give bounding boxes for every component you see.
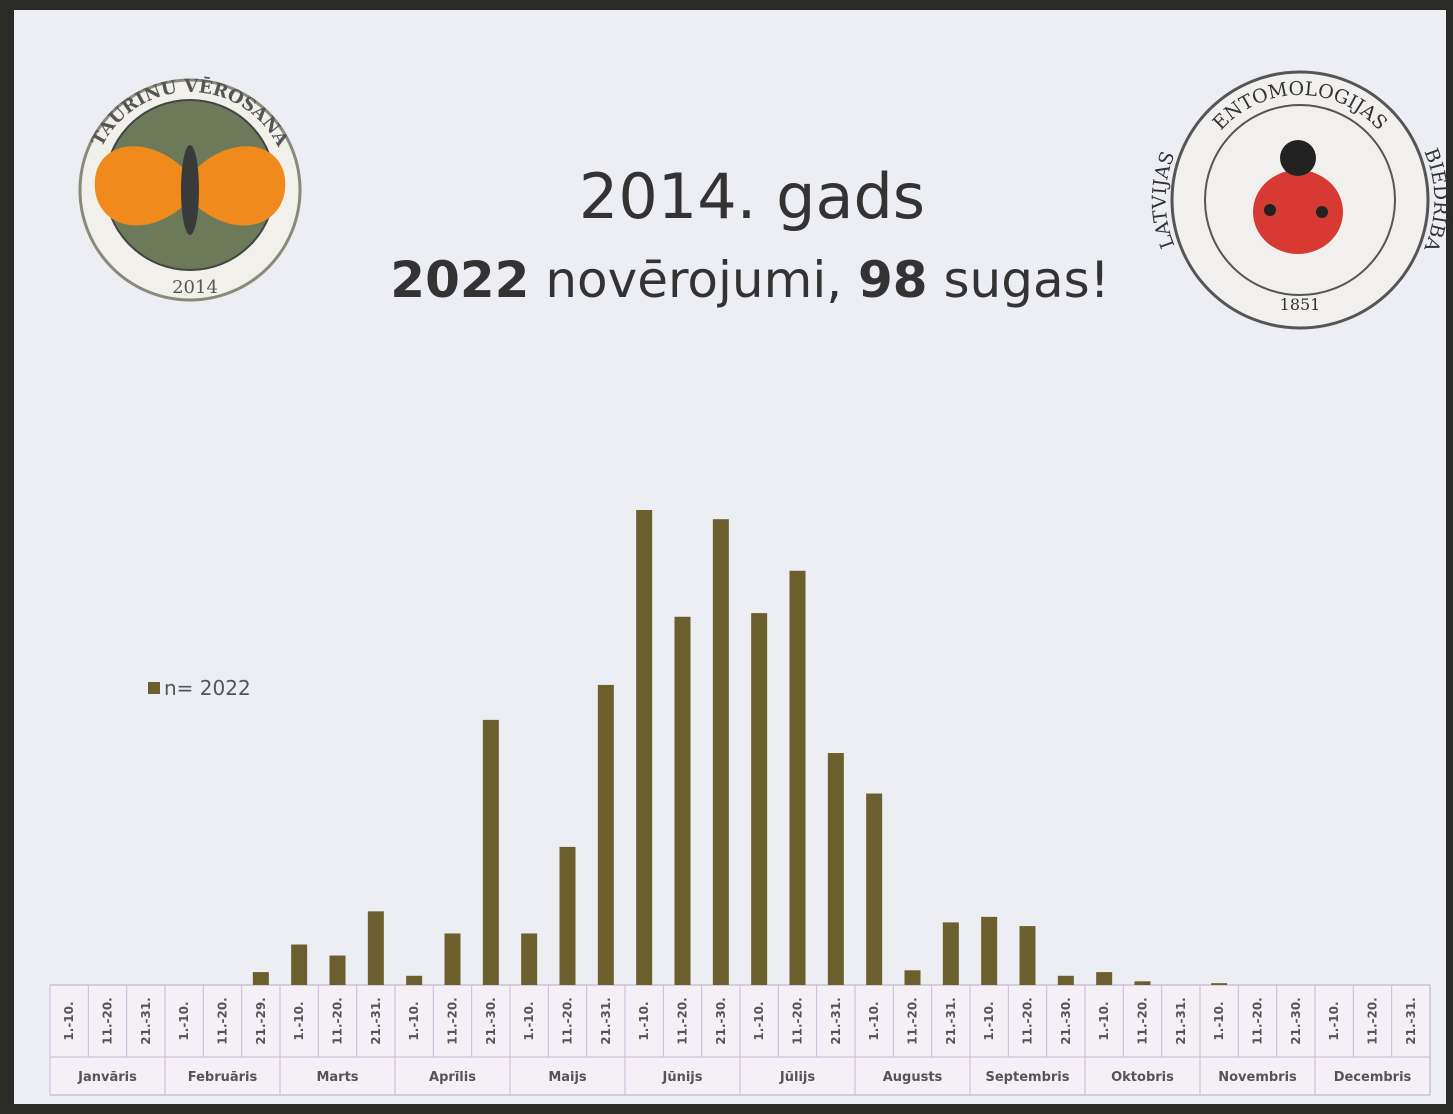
month-label: Februāris bbox=[188, 1070, 258, 1085]
month-label: Novembris bbox=[1218, 1070, 1297, 1085]
x-tick-label: 1.-10. bbox=[177, 1001, 191, 1040]
bar bbox=[559, 846, 576, 985]
x-tick-label: 1.-10. bbox=[62, 1001, 76, 1040]
logo-year: 2014 bbox=[172, 277, 218, 298]
bar bbox=[329, 955, 346, 985]
bar bbox=[866, 793, 883, 985]
x-tick-label: 1.-10. bbox=[1097, 1001, 1111, 1040]
x-tick-label: 11.-20. bbox=[1136, 997, 1150, 1045]
bar bbox=[406, 975, 423, 985]
x-tick-label: 21.-31. bbox=[1174, 997, 1188, 1045]
subtitle-part: 98 bbox=[858, 251, 928, 309]
x-tick-label: 21.-31. bbox=[1404, 997, 1418, 1045]
x-tick-label: 1.-10. bbox=[982, 1001, 996, 1040]
logo-ring-inner bbox=[1204, 104, 1396, 296]
subtitle-part: novērojumi, bbox=[529, 251, 858, 309]
bar bbox=[1057, 975, 1074, 985]
bar bbox=[1134, 981, 1151, 985]
x-tick-label: 21.-30. bbox=[1059, 997, 1073, 1045]
bar bbox=[904, 970, 921, 985]
x-tick-label: 21.-30. bbox=[484, 997, 498, 1045]
subtitle-part: 2022 bbox=[390, 251, 529, 309]
bar bbox=[827, 753, 844, 985]
month-label: Marts bbox=[316, 1070, 358, 1085]
bar bbox=[367, 911, 384, 985]
legend-label: n= 2022 bbox=[164, 676, 251, 700]
bar bbox=[1019, 926, 1036, 985]
month-label: Septembris bbox=[986, 1070, 1070, 1085]
ladybug bbox=[1253, 170, 1343, 254]
x-tick-label: 11.-20. bbox=[561, 997, 575, 1045]
x-tick-label: 1.-10. bbox=[407, 1001, 421, 1040]
month-label: Jūnijs bbox=[662, 1070, 703, 1085]
x-tick-label: 21.-31. bbox=[944, 997, 958, 1045]
chart-subtitle: 2022 novērojumi, 98 sugas! bbox=[390, 251, 1109, 309]
x-tick-label: 11.-20. bbox=[906, 997, 920, 1045]
ladybug-head bbox=[1280, 140, 1316, 176]
x-tick-label: 11.-20. bbox=[1021, 997, 1035, 1045]
x-tick-label: 21.-31. bbox=[829, 997, 843, 1045]
x-tick-label: 1.-10. bbox=[1327, 1001, 1341, 1040]
x-tick-label: 21.-31. bbox=[139, 997, 153, 1045]
x-tick-label: 21.-31. bbox=[369, 997, 383, 1045]
bar bbox=[712, 519, 729, 985]
month-label: Augusts bbox=[883, 1070, 943, 1085]
bar bbox=[291, 944, 308, 985]
x-tick-label: 21.-31. bbox=[599, 997, 613, 1045]
bar bbox=[674, 616, 691, 985]
bar bbox=[751, 613, 768, 985]
x-tick-label: 11.-20. bbox=[216, 997, 230, 1045]
legend-swatch bbox=[148, 682, 160, 694]
body bbox=[181, 145, 199, 235]
x-tick-label: 1.-10. bbox=[867, 1001, 881, 1040]
left-logo: TAURINU VĒROSANA 2014 bbox=[78, 75, 302, 302]
month-label: Aprīlis bbox=[429, 1070, 476, 1085]
x-tick-label: 21.-29. bbox=[254, 997, 268, 1045]
bar bbox=[597, 684, 614, 985]
x-tick-label: 1.-10. bbox=[522, 1001, 536, 1040]
bar bbox=[1211, 983, 1228, 985]
x-tick-label: 11.-20. bbox=[1251, 997, 1265, 1045]
x-tick-label: 1.-10. bbox=[1212, 1001, 1226, 1040]
x-tick-label: 21.-30. bbox=[714, 997, 728, 1045]
x-tick-label: 11.-20. bbox=[101, 997, 115, 1045]
subtitle-part: sugas! bbox=[928, 251, 1110, 309]
bar bbox=[482, 719, 499, 985]
chart-title: 2014. gads bbox=[579, 160, 925, 233]
spot bbox=[1316, 206, 1328, 218]
month-label: Decembris bbox=[1334, 1070, 1412, 1085]
wing bbox=[94, 146, 190, 226]
spot bbox=[1264, 204, 1276, 216]
x-tick-label: 11.-20. bbox=[1366, 997, 1380, 1045]
bar bbox=[981, 916, 998, 985]
bar bbox=[1096, 972, 1113, 985]
month-label: Maijs bbox=[548, 1070, 587, 1085]
bar bbox=[789, 570, 806, 985]
x-tick-label: 1.-10. bbox=[292, 1001, 306, 1040]
month-label: Jūlijs bbox=[779, 1070, 815, 1085]
plot: 1.-10. 11.-20. 21.-31. 1.-10. 11.-20. 21.-29.… bbox=[49, 510, 1431, 1096]
x-tick-label: 11.-20. bbox=[676, 997, 690, 1045]
x-tick-label: 11.-20. bbox=[791, 997, 805, 1045]
x-tick-label: 1.-10. bbox=[637, 1001, 651, 1040]
wing bbox=[190, 146, 286, 226]
bar bbox=[521, 933, 538, 985]
x-tick-label: 11.-20. bbox=[331, 997, 345, 1045]
logo-year: 1851 bbox=[1280, 295, 1321, 314]
bar bbox=[636, 510, 653, 985]
month-label: Oktobris bbox=[1111, 1070, 1174, 1085]
x-tick-label: 1.-10. bbox=[752, 1001, 766, 1040]
bar bbox=[444, 933, 461, 985]
x-tick-label: 11.-20. bbox=[446, 997, 460, 1045]
bar bbox=[252, 972, 269, 985]
bar bbox=[942, 922, 959, 985]
x-tick-label: 21.-30. bbox=[1289, 997, 1303, 1045]
month-label: Janvāris bbox=[77, 1070, 137, 1085]
